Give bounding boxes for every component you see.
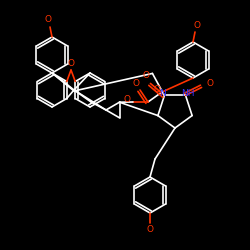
Text: O: O xyxy=(44,16,52,24)
Text: O: O xyxy=(143,71,150,80)
Text: O: O xyxy=(68,58,74,68)
Text: NH: NH xyxy=(181,89,194,98)
Text: O: O xyxy=(146,226,154,234)
Text: O: O xyxy=(194,20,200,30)
Text: O: O xyxy=(124,96,130,104)
Text: O: O xyxy=(132,78,140,88)
Text: N: N xyxy=(159,89,166,98)
Text: O: O xyxy=(206,79,213,88)
Text: O: O xyxy=(154,84,160,94)
